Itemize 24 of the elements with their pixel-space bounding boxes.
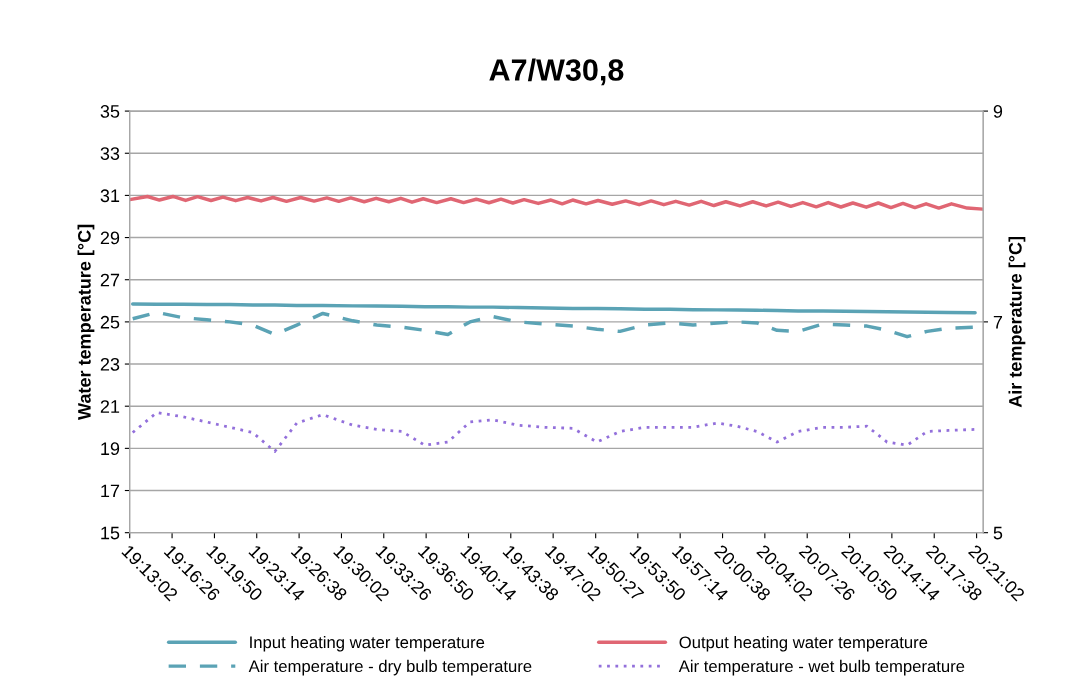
y-tick-label: 33 (100, 147, 120, 160)
y-tick-label: 21 (100, 400, 120, 413)
chart-title: A7/W30,8 (489, 58, 624, 86)
y-tick-label: 19 (101, 442, 120, 456)
line-series (130, 302, 977, 315)
y-tick-label: 29 (100, 231, 120, 245)
y2-tick-label: 9 (993, 105, 1003, 118)
y-tick-label: 31 (100, 189, 120, 203)
y-axis-title: Water temperature [°C] (77, 224, 95, 420)
y-tick-label: 25 (100, 315, 120, 329)
y2-axis-title: Air temperature [°C] (1008, 237, 1026, 408)
line-series (131, 411, 977, 453)
y2-tick-label: 7 (993, 316, 1003, 329)
legend-label: Input heating water temperature (250, 636, 485, 652)
y-tick-label: 35 (100, 105, 120, 118)
legend-label: Air temperature - wet bulb temperature (678, 659, 965, 676)
y-tick-label: 17 (101, 484, 120, 498)
line-series (129, 194, 984, 211)
legend-label: Output heating water temperature (679, 636, 928, 652)
y-tick-label: 27 (100, 273, 120, 287)
y2-tick-label: 5 (993, 526, 1003, 540)
y-tick-label: 23 (100, 357, 120, 371)
y-tick-label: 15 (101, 526, 120, 540)
legend-label: Air temperature - dry bulb temperature (248, 659, 532, 676)
